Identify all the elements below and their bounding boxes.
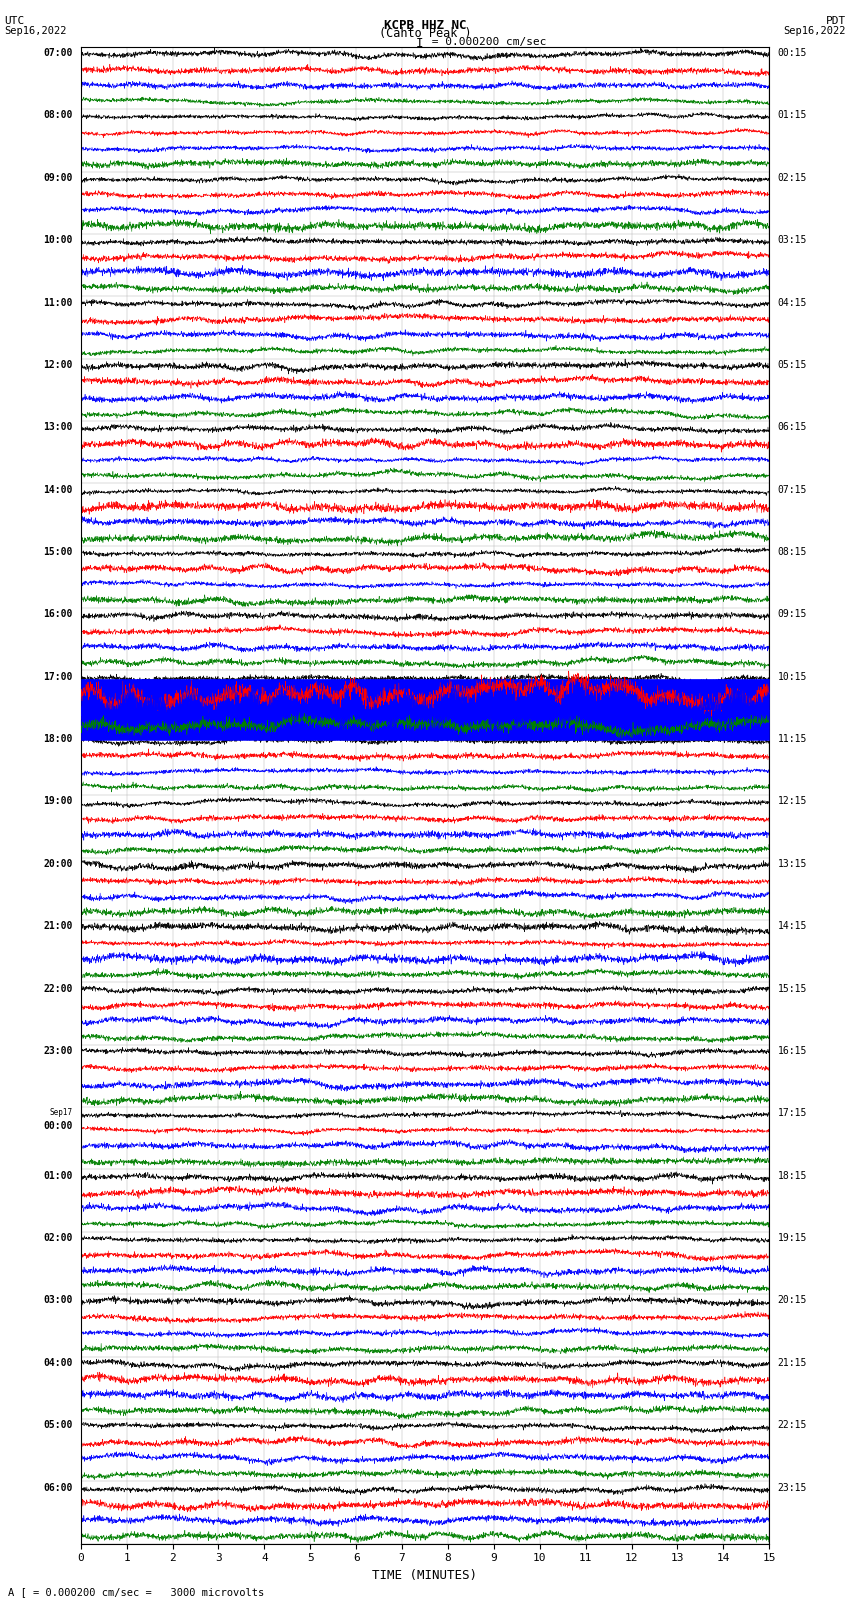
Text: 09:00: 09:00 [43, 173, 72, 182]
Text: 11:00: 11:00 [43, 297, 72, 308]
Text: 15:00: 15:00 [43, 547, 72, 556]
Text: 07:15: 07:15 [778, 484, 807, 495]
Text: 14:00: 14:00 [43, 484, 72, 495]
Text: PDT: PDT [825, 16, 846, 26]
Text: Sep16,2022: Sep16,2022 [4, 26, 67, 35]
Text: 06:15: 06:15 [778, 423, 807, 432]
Text: 01:00: 01:00 [43, 1171, 72, 1181]
Text: A [ = 0.000200 cm/sec =   3000 microvolts: A [ = 0.000200 cm/sec = 3000 microvolts [8, 1587, 264, 1597]
Text: = 0.000200 cm/sec: = 0.000200 cm/sec [425, 37, 547, 47]
Text: 01:15: 01:15 [778, 110, 807, 121]
Text: 03:00: 03:00 [43, 1295, 72, 1305]
Text: 20:00: 20:00 [43, 858, 72, 869]
Text: 04:15: 04:15 [778, 297, 807, 308]
Text: 22:15: 22:15 [778, 1419, 807, 1431]
Text: 03:15: 03:15 [778, 235, 807, 245]
Text: 14:15: 14:15 [778, 921, 807, 931]
Text: 19:15: 19:15 [778, 1232, 807, 1244]
Text: 00:00: 00:00 [43, 1121, 72, 1131]
Text: 23:00: 23:00 [43, 1045, 72, 1057]
Text: 18:00: 18:00 [43, 734, 72, 744]
Text: 19:00: 19:00 [43, 797, 72, 806]
Text: 21:15: 21:15 [778, 1358, 807, 1368]
Text: 05:15: 05:15 [778, 360, 807, 369]
Text: 22:00: 22:00 [43, 984, 72, 994]
Text: 09:15: 09:15 [778, 610, 807, 619]
Text: 08:15: 08:15 [778, 547, 807, 556]
Text: 02:15: 02:15 [778, 173, 807, 182]
Text: Sep17: Sep17 [49, 1108, 72, 1118]
Text: 12:15: 12:15 [778, 797, 807, 806]
Text: (Cahto Peak ): (Cahto Peak ) [379, 27, 471, 40]
Text: 16:00: 16:00 [43, 610, 72, 619]
Text: 08:00: 08:00 [43, 110, 72, 121]
Text: 16:15: 16:15 [778, 1045, 807, 1057]
Text: 05:00: 05:00 [43, 1419, 72, 1431]
Text: Sep16,2022: Sep16,2022 [783, 26, 846, 35]
Text: 21:00: 21:00 [43, 921, 72, 931]
Text: 20:15: 20:15 [778, 1295, 807, 1305]
Text: 17:15: 17:15 [778, 1108, 807, 1118]
Text: UTC: UTC [4, 16, 25, 26]
Text: 17:00: 17:00 [43, 671, 72, 682]
Text: 12:00: 12:00 [43, 360, 72, 369]
Text: 10:00: 10:00 [43, 235, 72, 245]
Text: KCPB HHZ NC: KCPB HHZ NC [383, 19, 467, 32]
Text: 13:00: 13:00 [43, 423, 72, 432]
Text: 10:15: 10:15 [778, 671, 807, 682]
Text: 00:15: 00:15 [778, 48, 807, 58]
X-axis label: TIME (MINUTES): TIME (MINUTES) [372, 1569, 478, 1582]
Text: I: I [416, 37, 422, 50]
Text: 11:15: 11:15 [778, 734, 807, 744]
Text: 02:00: 02:00 [43, 1232, 72, 1244]
Text: 18:15: 18:15 [778, 1171, 807, 1181]
Text: 06:00: 06:00 [43, 1482, 72, 1492]
Text: 04:00: 04:00 [43, 1358, 72, 1368]
Text: 15:15: 15:15 [778, 984, 807, 994]
Text: 23:15: 23:15 [778, 1482, 807, 1492]
Text: 13:15: 13:15 [778, 858, 807, 869]
Text: 07:00: 07:00 [43, 48, 72, 58]
